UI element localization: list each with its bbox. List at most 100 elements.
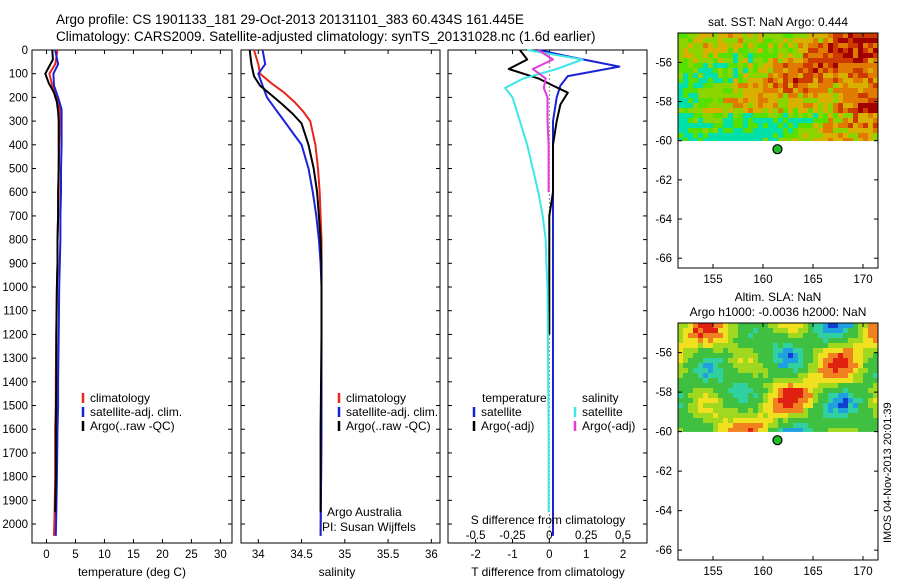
map-cell [763, 108, 769, 114]
map-cell [698, 123, 704, 129]
map-cell [803, 78, 809, 84]
map-cell [823, 348, 829, 354]
map-cell [713, 343, 719, 349]
y-tick-label: 2000 [2, 519, 28, 531]
map-cell [678, 98, 684, 104]
map-cell [733, 328, 739, 334]
y-tick-label: 300 [9, 116, 28, 128]
map-cell [798, 133, 804, 139]
map-cell [813, 328, 819, 334]
map-cell [748, 128, 754, 134]
map-cell [828, 383, 834, 389]
map-cell [728, 93, 734, 99]
map-cell [838, 388, 844, 394]
map-cell [838, 58, 844, 64]
map-cell [693, 63, 699, 69]
map-cell [768, 378, 774, 384]
map-cell [843, 418, 849, 424]
map-cell [813, 73, 819, 79]
map-cell [703, 403, 709, 409]
map-cell [833, 133, 839, 139]
map-cell [773, 343, 779, 349]
map-cell [678, 378, 684, 384]
map-cell [768, 98, 774, 104]
map-cell [848, 363, 854, 369]
map-cell [793, 38, 799, 44]
map-cell [843, 343, 849, 349]
map-cell [813, 423, 819, 429]
map-cell [808, 63, 814, 69]
map-cell [723, 388, 729, 394]
map-cell [873, 63, 879, 69]
map-cell [873, 128, 879, 134]
map-cell [753, 333, 759, 339]
map-cell [688, 363, 694, 369]
map-cell [798, 428, 804, 432]
map-cell [738, 123, 744, 129]
map-cell [788, 63, 794, 69]
map-cell [733, 403, 739, 409]
map-cell [853, 128, 859, 134]
map-cell [788, 108, 794, 114]
map-cell [678, 373, 684, 379]
map-cell [763, 368, 769, 374]
map-cell [758, 353, 764, 359]
x-tick-label: 165 [803, 274, 822, 286]
map-cell [868, 413, 874, 419]
map-cell [818, 413, 824, 419]
map-cell [858, 108, 864, 114]
map-cell [783, 98, 789, 104]
x-tick-label: 34.5 [290, 549, 312, 561]
map-cell [773, 353, 779, 359]
map-cell [753, 353, 759, 359]
map-cell [873, 43, 879, 49]
map-cell [808, 138, 814, 142]
map-cell [818, 378, 824, 384]
map-cell [808, 48, 814, 54]
map-cell [873, 88, 879, 94]
map-cell [753, 83, 759, 89]
map-cell [818, 108, 824, 114]
map-cell [763, 53, 769, 59]
map-cell [728, 408, 734, 414]
map-cell [748, 108, 754, 114]
map-cell [718, 108, 724, 114]
map-cell [818, 383, 824, 389]
map-cell [683, 373, 689, 379]
map-cell [693, 323, 699, 329]
map-cell [843, 103, 849, 109]
map-cell [823, 403, 829, 409]
map-cell [848, 103, 854, 109]
map-cell [753, 323, 759, 329]
map-cell [843, 98, 849, 104]
map-cell [823, 418, 829, 424]
map-cell [828, 83, 834, 89]
map-cell [848, 53, 854, 59]
map-cell [728, 428, 734, 432]
map-cell [693, 403, 699, 409]
map-cell [688, 418, 694, 424]
map-cell [728, 373, 734, 379]
map-cell [873, 403, 879, 409]
map-cell [828, 333, 834, 339]
map-cell [783, 408, 789, 414]
map-cell [698, 348, 704, 354]
map-cell [678, 353, 684, 359]
map-cell [753, 128, 759, 134]
map-cell [693, 43, 699, 49]
map-cell [753, 418, 759, 424]
map-cell [803, 73, 809, 79]
map-cell [703, 333, 709, 339]
map-cell [823, 83, 829, 89]
y-tick-label: 1900 [2, 495, 28, 507]
map-cell [678, 33, 684, 39]
map-cell [703, 138, 709, 142]
map-cell [778, 93, 784, 99]
x-tick-label: 10 [98, 549, 111, 561]
map-cell [718, 398, 724, 404]
map-cell [858, 373, 864, 379]
map-cell [693, 113, 699, 119]
map-cell [783, 423, 789, 429]
map-cell [743, 43, 749, 49]
map-cell [788, 128, 794, 134]
